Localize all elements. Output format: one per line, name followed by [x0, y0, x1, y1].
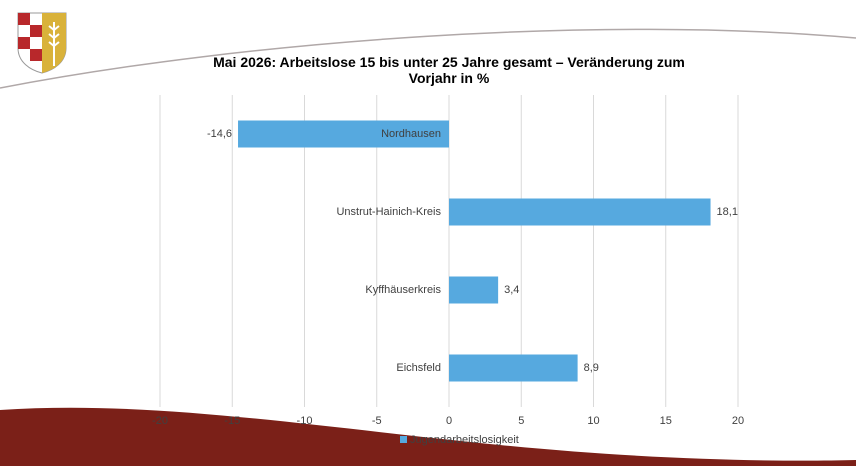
x-tick-label: 0 — [446, 415, 452, 427]
legend-label: Jugendarbeitslosigkeit — [410, 434, 519, 446]
bar — [449, 198, 711, 226]
footer-wave — [0, 407, 856, 466]
bar — [449, 276, 499, 304]
logo — [17, 12, 67, 74]
data-label: 8,9 — [584, 362, 599, 374]
bar — [238, 120, 449, 148]
chart-title: Mai 2026: Arbeitslose 15 bis unter 25 Ja… — [213, 54, 685, 86]
data-label: 3,4 — [504, 284, 519, 296]
x-tick-label: -20 — [152, 415, 168, 427]
header-curve — [0, 28, 856, 89]
x-tick-label: 5 — [518, 415, 524, 427]
x-tick-label: -5 — [372, 415, 382, 427]
legend-swatch — [400, 436, 407, 443]
data-label: -14,6 — [207, 128, 232, 140]
x-tick-label: -15 — [224, 415, 240, 427]
category-label: Eichsfeld — [396, 362, 441, 374]
x-tick-label: 20 — [732, 415, 744, 427]
x-tick-label: -10 — [297, 415, 313, 427]
category-label: Unstrut-Hainich-Kreis — [336, 206, 441, 218]
data-label: 18,1 — [717, 206, 738, 218]
category-label: Kyffhäuserkreis — [365, 284, 441, 296]
bar — [449, 354, 578, 382]
x-tick-label: 15 — [660, 415, 672, 427]
x-tick-label: 10 — [587, 415, 599, 427]
category-label: Nordhausen — [381, 128, 441, 140]
